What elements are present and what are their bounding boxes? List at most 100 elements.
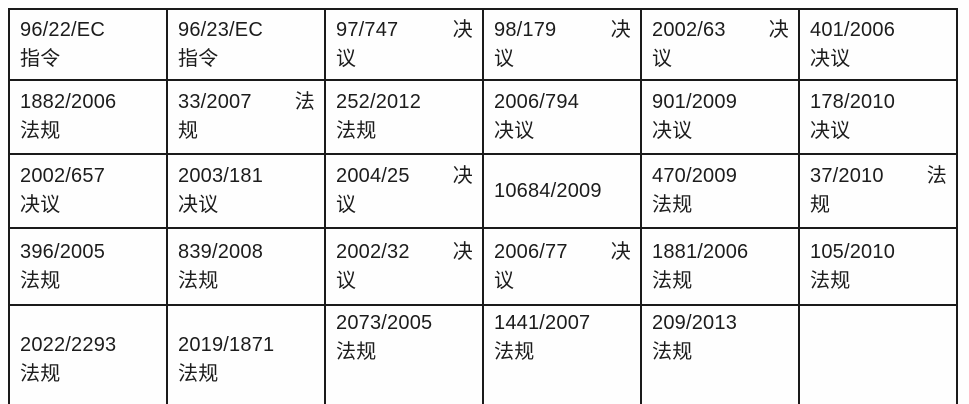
cell-text-line: 决议	[20, 194, 61, 216]
table-row: 396/2005 法规 839/2008 法规 2002/32 决议 2006/77 决议 18…	[8, 227, 958, 306]
table-cell: 37/2010 法规	[798, 153, 958, 229]
cell-text-line: 法规	[178, 269, 219, 292]
cell-text-fragment: 2002/63	[652, 18, 726, 41]
table-cell: 252/2012 法规	[324, 79, 484, 155]
table-cell: 1882/2006 法规	[8, 79, 168, 155]
cell-text-line: 决议	[810, 47, 851, 70]
cell-text-line: 96/22/EC	[20, 18, 105, 41]
cell-text-line: 2073/2005	[336, 312, 433, 334]
table-cell: 470/2009 法规	[640, 153, 800, 229]
cell-text-fragment: 决	[610, 240, 631, 263]
cell-text-fragment: 98/179	[494, 18, 557, 41]
table-row: 2002/657 决议 2003/181 决议 2004/25 决议 10684/2009 4…	[8, 153, 958, 229]
table-cell: 1441/2007 法规	[482, 304, 642, 404]
cell-text-fragment: 37/2010	[810, 165, 884, 187]
table-cell: 2073/2005 法规	[324, 304, 484, 404]
table-cell: 2019/1871 法规	[166, 304, 326, 404]
cell-text-line: 2022/2293	[20, 334, 117, 356]
cell-text-line: 法规	[336, 341, 377, 363]
cell-text-line: 1881/2006	[652, 240, 749, 263]
table-cell: 96/22/EC 指令	[8, 8, 168, 81]
regulations-table-body: 96/22/EC 指令 96/23/EC 指令 97/747 决议 98/179 决议 2002…	[8, 8, 958, 404]
cell-text-line: 指令	[178, 47, 219, 70]
cell-text-line: 252/2012	[336, 91, 422, 113]
table-cell: 97/747 决议	[324, 8, 484, 81]
cell-text-line: 法规	[494, 341, 535, 363]
cell-text-fragment: 33/2007	[178, 91, 252, 113]
cell-text-fragment: 法	[926, 165, 947, 187]
cell-text-line: 2002/63 决	[652, 16, 789, 45]
cell-text-line: 议	[336, 47, 357, 70]
table-cell: 2002/657 决议	[8, 153, 168, 229]
table-cell: 401/2006 决议	[798, 8, 958, 81]
cell-text-line: 议	[336, 194, 357, 216]
cell-text-line: 10684/2009	[494, 179, 602, 202]
cell-text-line: 209/2013	[652, 312, 738, 334]
cell-text-line: 97/747 决	[336, 16, 473, 45]
regulations-table: 96/22/EC 指令 96/23/EC 指令 97/747 决议 98/179 决议 2002…	[8, 8, 958, 404]
table-cell: 2003/181 决议	[166, 153, 326, 229]
table-cell	[798, 304, 958, 404]
table-cell: 839/2008 法规	[166, 227, 326, 306]
cell-text-line: 决议	[178, 194, 219, 216]
table-cell: 2006/77 决议	[482, 227, 642, 306]
cell-text-line: 议	[494, 47, 515, 70]
cell-text-line: 法规	[652, 194, 693, 216]
cell-text-line: 2002/657	[20, 165, 106, 187]
table-cell: 33/2007 法规	[166, 79, 326, 155]
cell-text-fragment: 2002/32	[336, 240, 410, 263]
cell-text-line: 规	[178, 120, 199, 142]
cell-text-fragment: 2004/25	[336, 165, 410, 187]
table-cell: 178/2010 决议	[798, 79, 958, 155]
cell-text-line: 法规	[20, 269, 61, 292]
cell-text-line: 规	[810, 194, 831, 216]
cell-text-line: 401/2006	[810, 18, 896, 41]
cell-text-line: 2004/25 决	[336, 162, 473, 191]
table-cell: 98/179 决议	[482, 8, 642, 81]
table-cell: 2022/2293 法规	[8, 304, 168, 404]
table-row: 1882/2006 法规 33/2007 法规 252/2012 法规 2006/794 决议…	[8, 79, 958, 155]
table-cell: 96/23/EC 指令	[166, 8, 326, 81]
table-cell: 10684/2009	[482, 153, 642, 229]
cell-text-fragment: 决	[610, 18, 631, 41]
table-cell: 2002/63 决议	[640, 8, 800, 81]
cell-text-line: 901/2009	[652, 91, 738, 113]
cell-text-line: 1882/2006	[20, 91, 117, 113]
cell-text-fragment: 决	[452, 18, 473, 41]
table-row: 96/22/EC 指令 96/23/EC 指令 97/747 决议 98/179 决议 2002…	[8, 8, 958, 81]
cell-text-fragment: 决	[768, 18, 789, 41]
table-cell: 1881/2006 法规	[640, 227, 800, 306]
cell-text-line: 96/23/EC	[178, 18, 263, 41]
table-cell: 901/2009 决议	[640, 79, 800, 155]
cell-text-line: 议	[494, 269, 515, 292]
cell-text-line: 2003/181	[178, 165, 264, 187]
cell-text-line: 决议	[652, 120, 693, 142]
cell-text-line: 议	[336, 269, 357, 292]
cell-text-line: 33/2007 法	[178, 88, 315, 117]
cell-text-line: 105/2010	[810, 240, 896, 263]
cell-text-line: 指令	[20, 47, 61, 70]
cell-text-fragment: 2006/77	[494, 240, 568, 263]
cell-text-line: 2002/32 决	[336, 238, 473, 267]
cell-text-line: 法规	[810, 269, 851, 292]
cell-text-fragment: 法	[294, 91, 315, 113]
table-cell: 105/2010 法规	[798, 227, 958, 306]
cell-text-line: 决议	[810, 120, 851, 142]
cell-text-line: 396/2005	[20, 240, 106, 263]
cell-text-line: 2006/77 决	[494, 238, 631, 267]
cell-text-line: 法规	[20, 363, 61, 385]
cell-text-fragment: 决	[452, 165, 473, 187]
table-cell: 2002/32 决议	[324, 227, 484, 306]
cell-text-line: 议	[652, 47, 673, 70]
cell-text-line: 法规	[20, 120, 61, 142]
table-cell: 396/2005 法规	[8, 227, 168, 306]
cell-text-line: 839/2008	[178, 240, 264, 263]
table-cell: 209/2013 法规	[640, 304, 800, 404]
table-cell: 2004/25 决议	[324, 153, 484, 229]
cell-text-line: 决议	[494, 120, 535, 142]
cell-text-line: 470/2009	[652, 165, 738, 187]
cell-text-fragment: 97/747	[336, 18, 399, 41]
cell-text-line: 98/179 决	[494, 16, 631, 45]
cell-text-line: 2006/794	[494, 91, 580, 113]
table-row: 2022/2293 法规 2019/1871 法规 2073/2005 法规 1441/20…	[8, 304, 958, 404]
